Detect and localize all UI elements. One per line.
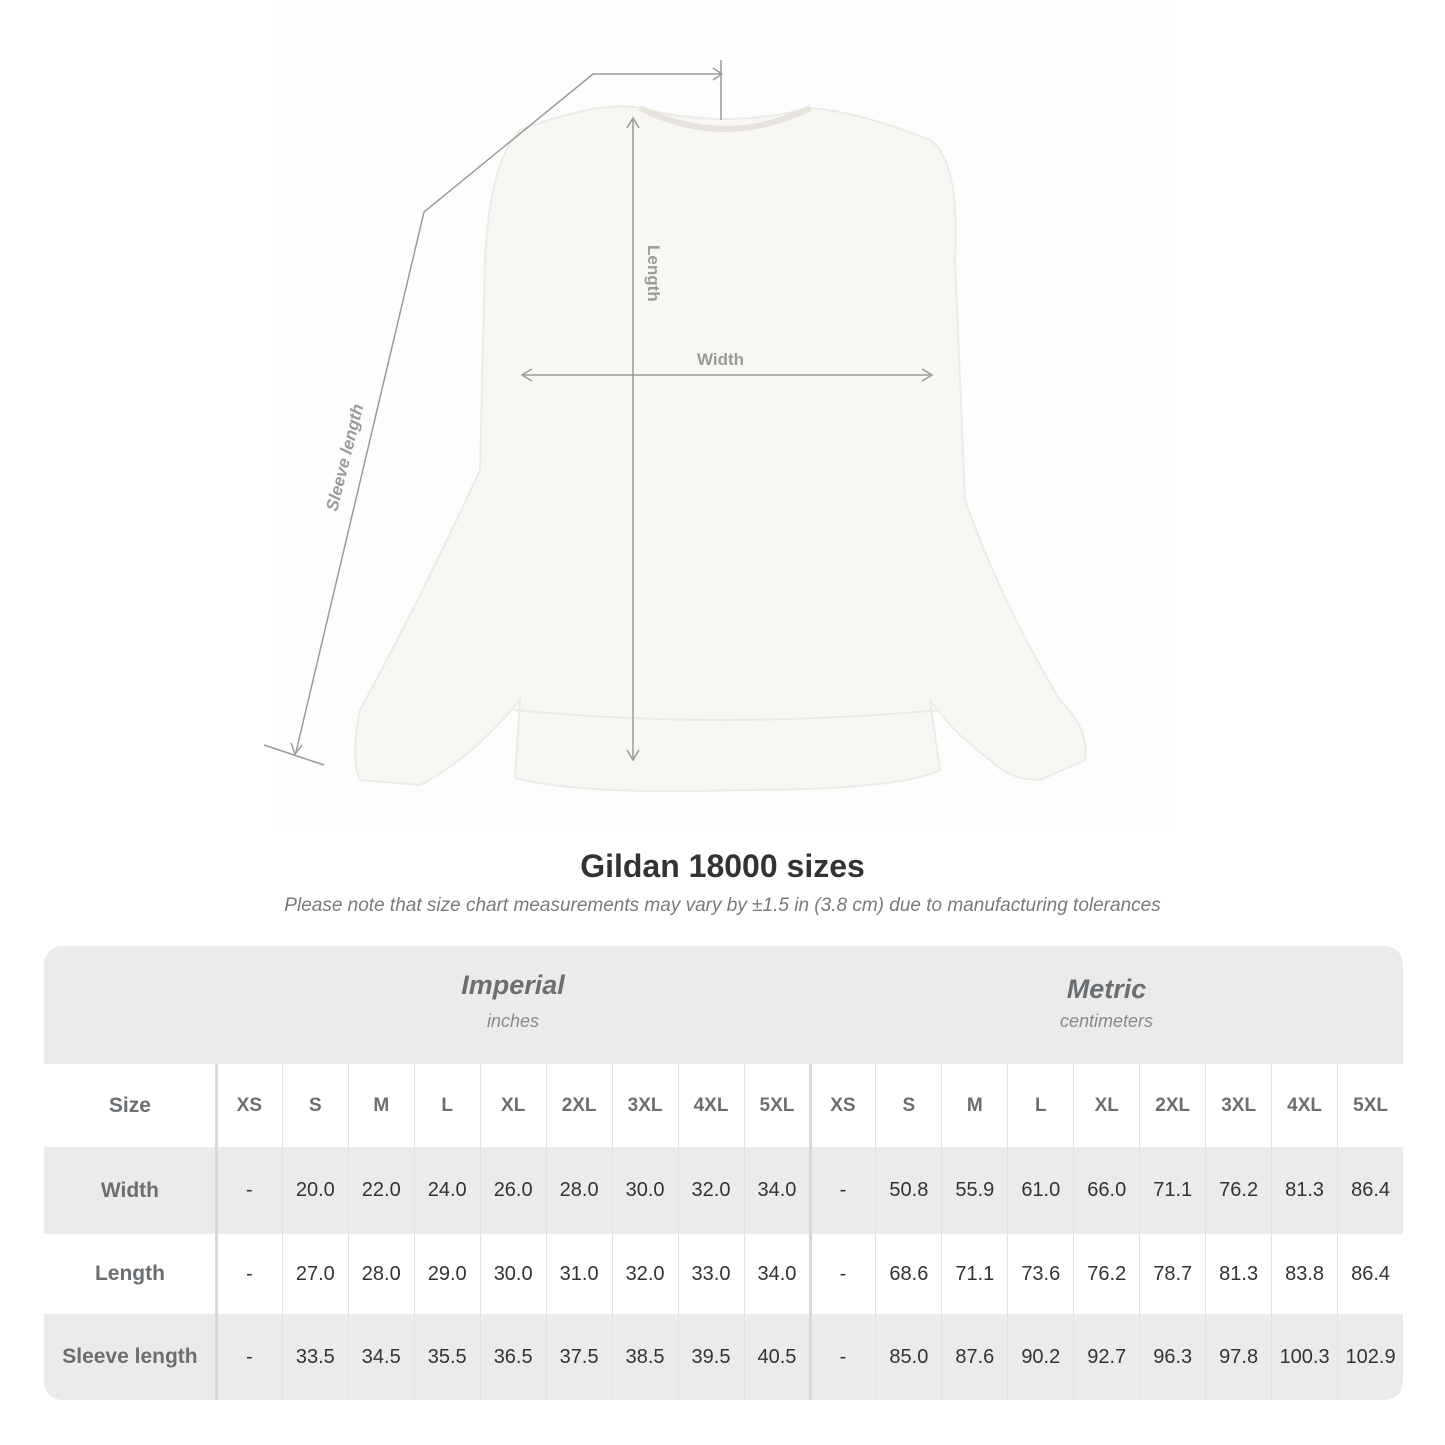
imperial-value-cell: 32.0 [677, 1147, 744, 1234]
imperial-value-cell: 33.0 [677, 1234, 744, 1314]
size-header-cell: 4XL [677, 1064, 744, 1147]
size-header-cell: L [1007, 1064, 1073, 1147]
metric-value-cell: - [809, 1234, 875, 1314]
imperial-value-cell: 35.5 [413, 1314, 480, 1400]
imperial-value-cell: 28.0 [545, 1147, 612, 1234]
size-header-cell: XS [215, 1064, 282, 1147]
metric-value-cell: 76.2 [1205, 1147, 1271, 1234]
size-header-cell: M [347, 1064, 414, 1147]
metric-value-cell: 85.0 [875, 1314, 941, 1400]
measurement-lines [263, 60, 934, 766]
imperial-value-cell: 34.0 [743, 1147, 810, 1234]
width-label: Width [697, 350, 744, 369]
imperial-value-cell: 28.0 [347, 1234, 414, 1314]
row-label: Length [94, 1262, 165, 1285]
table-row: Length -27.0 28.0 29.0 30.0 31.0 32.0 33.0 34.0-… [44, 1234, 1403, 1314]
size-header-label: Size [108, 1093, 151, 1117]
imperial-value-cell: 31.0 [545, 1234, 612, 1314]
size-table: Imperial inches Metric centimeters Size X… [44, 946, 1403, 1400]
metric-value-cell: 61.0 [1007, 1147, 1073, 1234]
sweatshirt [354, 105, 1087, 793]
tolerance-note: Please note that size chart measurements… [284, 895, 1161, 916]
imperial-value-cell: - [215, 1147, 282, 1234]
size-header-cell: L [413, 1064, 480, 1147]
metric-value-cell: 68.6 [875, 1234, 941, 1314]
imperial-value-cell: 38.5 [611, 1314, 678, 1400]
metric-value-cell: - [809, 1147, 875, 1234]
table-row: Sleeve length -33.5 34.5 35.5 36.5 37.5 38.5 39… [44, 1314, 1403, 1400]
metric-value-cell: 73.6 [1007, 1234, 1073, 1314]
page-title: Gildan 18000 sizes [580, 848, 865, 884]
imperial-value-cell: 26.0 [479, 1147, 546, 1234]
metric-value-cell: 50.8 [875, 1147, 941, 1234]
metric-value-cell: 97.8 [1205, 1314, 1271, 1400]
metric-value-cell: 78.7 [1139, 1234, 1205, 1314]
size-header-cell: XL [1073, 1064, 1139, 1147]
imperial-value-cell: 20.0 [281, 1147, 348, 1234]
row-label: Width [100, 1178, 159, 1202]
size-header-cell: 2XL [1139, 1064, 1205, 1147]
sleeve-length-line [295, 73, 721, 753]
size-header-cell: XL [479, 1064, 546, 1147]
metric-value-cell: 71.1 [941, 1234, 1007, 1314]
imperial-header: Imperial inches [216, 946, 810, 1064]
imperial-value-cell: 24.0 [413, 1147, 480, 1234]
table-row: Width -20.0 22.0 24.0 26.0 28.0 30.0 32.0 34.0-5… [44, 1147, 1403, 1234]
imperial-value-cell: - [215, 1314, 282, 1400]
imperial-value-cell: 30.0 [479, 1234, 546, 1314]
size-header-cell: 3XL [611, 1064, 678, 1147]
size-header-cell: M [941, 1064, 1007, 1147]
metric-title: Metric [1066, 974, 1147, 1004]
size-header-cell: 5XL [1337, 1064, 1403, 1147]
imperial-value-cell: 36.5 [479, 1314, 546, 1400]
metric-value-cell: 86.4 [1337, 1234, 1403, 1314]
metric-value-cell: 90.2 [1007, 1314, 1073, 1400]
imperial-unit: inches [486, 1011, 540, 1031]
length-label: Length [644, 245, 663, 302]
metric-value-cell: 86.4 [1337, 1147, 1403, 1234]
imperial-value-cell: 22.0 [347, 1147, 414, 1234]
sweatshirt-illustration: Length Width Sleeve length [263, 60, 1087, 793]
size-header-cell: XS [809, 1064, 875, 1147]
column-divider [215, 1064, 218, 1400]
metric-value-cell: 102.9 [1337, 1314, 1403, 1400]
metric-value-cell: 71.1 [1139, 1147, 1205, 1234]
size-header-cell: 5XL [743, 1064, 810, 1147]
imperial-value-cell: 34.5 [347, 1314, 414, 1400]
imperial-value-cell: 29.0 [413, 1234, 480, 1314]
metric-value-cell: 81.3 [1271, 1147, 1337, 1234]
imperial-title: Imperial [461, 970, 565, 1000]
size-header-cell: 4XL [1271, 1064, 1337, 1147]
size-header-cell: 2XL [545, 1064, 612, 1147]
column-divider [809, 1064, 812, 1400]
metric-value-cell: 92.7 [1073, 1314, 1139, 1400]
imperial-value-cell: 39.5 [677, 1314, 744, 1400]
imperial-value-cell: 37.5 [545, 1314, 612, 1400]
size-header-row: Size XS S M L XL 2XL 3XL 4XL 5XL XS S M L XL 2XL 3XL 4XL 5… [44, 1064, 1403, 1147]
metric-value-cell: 81.3 [1205, 1234, 1271, 1314]
metric-value-cell: 87.6 [941, 1314, 1007, 1400]
size-header-cell: S [281, 1064, 348, 1147]
metric-value-cell: 66.0 [1073, 1147, 1139, 1234]
metric-value-cell: 76.2 [1073, 1234, 1139, 1314]
imperial-value-cell: 34.0 [743, 1234, 810, 1314]
metric-value-cell: - [809, 1314, 875, 1400]
metric-value-cell: 55.9 [941, 1147, 1007, 1234]
imperial-value-cell: 30.0 [611, 1147, 678, 1234]
metric-value-cell: 96.3 [1139, 1314, 1205, 1400]
size-header-cell: 3XL [1205, 1064, 1271, 1147]
imperial-value-cell: 40.5 [743, 1314, 810, 1400]
metric-unit: centimeters [1059, 1011, 1154, 1031]
imperial-value-cell: 33.5 [281, 1314, 348, 1400]
imperial-value-cell: 32.0 [611, 1234, 678, 1314]
metric-header: Metric centimeters [810, 946, 1403, 1064]
row-label: Sleeve length [62, 1345, 198, 1368]
metric-value-cell: 100.3 [1271, 1314, 1337, 1400]
metric-value-cell: 83.8 [1271, 1234, 1337, 1314]
units-header [44, 946, 1403, 1064]
imperial-value-cell: - [215, 1234, 282, 1314]
size-header-cell: S [875, 1064, 941, 1147]
imperial-value-cell: 27.0 [281, 1234, 348, 1314]
